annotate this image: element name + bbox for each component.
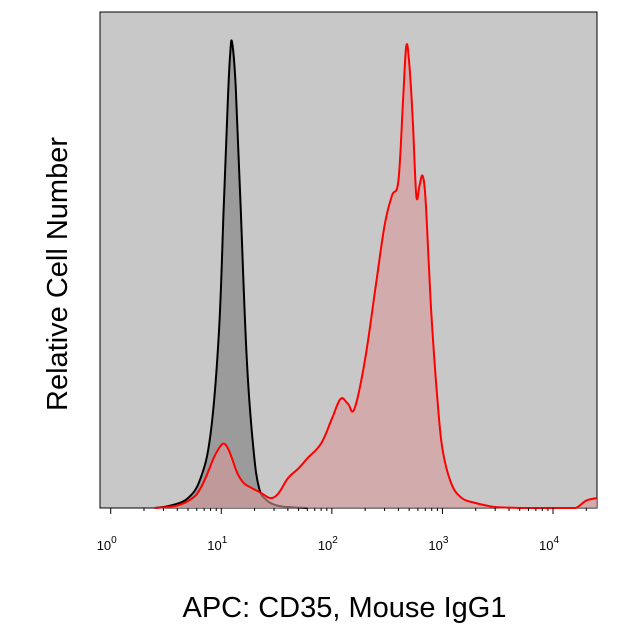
cd35-stained-area xyxy=(154,44,597,508)
x-tick-label: 100 xyxy=(97,535,117,553)
x-tick-label: 103 xyxy=(428,535,448,553)
x-tick-label: 102 xyxy=(318,535,338,553)
isotype-control-area xyxy=(154,40,308,508)
y-axis-label: Relative Cell Number xyxy=(42,137,74,411)
x-tick-label: 101 xyxy=(207,535,227,553)
x-tick-label: 104 xyxy=(539,535,559,553)
histogram-series xyxy=(154,39,598,509)
x-axis-ticks: 100 101 102 103 104 xyxy=(97,508,587,553)
cd35-stained-line xyxy=(154,43,598,509)
x-axis-label: APC: CD35, Mouse IgG1 xyxy=(183,592,507,624)
